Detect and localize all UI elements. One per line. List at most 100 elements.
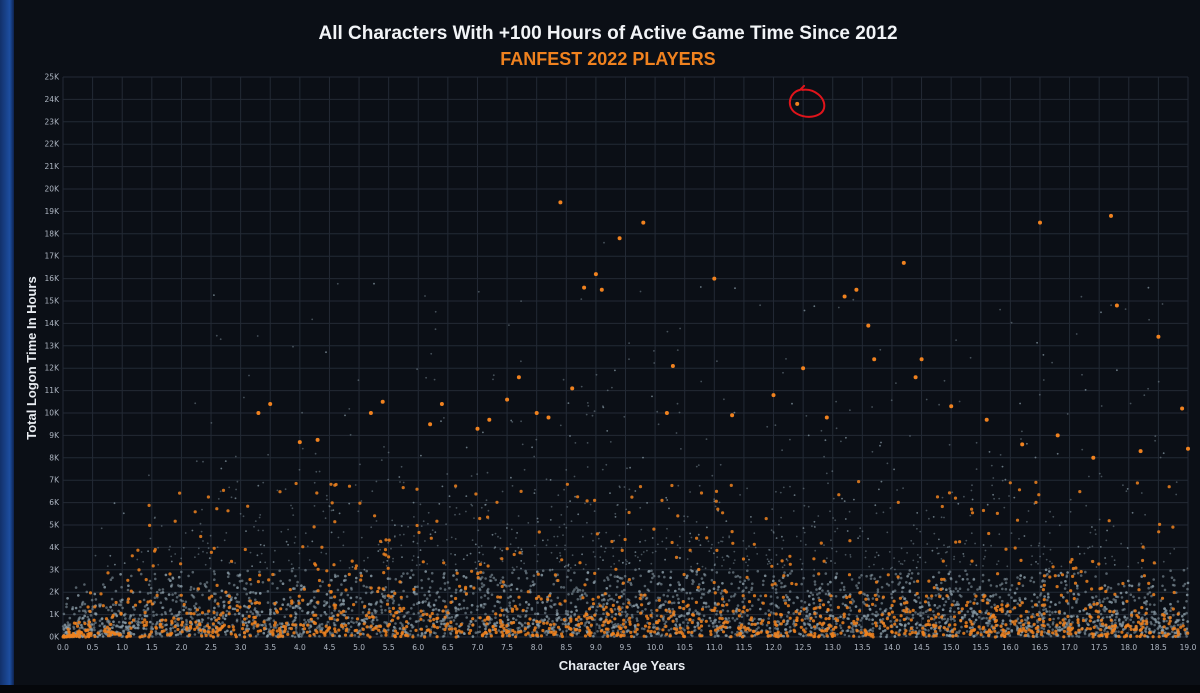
data-point-all	[1110, 304, 1112, 307]
data-point-all	[476, 631, 480, 634]
data-point-all	[691, 569, 694, 573]
data-point-all	[610, 565, 612, 568]
data-point-all	[551, 568, 554, 571]
data-point-all	[748, 558, 750, 561]
data-point-all	[112, 623, 115, 627]
data-point-all	[630, 613, 634, 617]
data-point-all	[1004, 587, 1008, 591]
data-point-all	[256, 335, 259, 337]
data-point-all	[1144, 513, 1146, 516]
data-point-all	[219, 490, 222, 493]
data-point-all	[807, 434, 810, 437]
data-point-all	[958, 400, 961, 403]
data-point-all	[468, 622, 472, 626]
data-point-all	[711, 474, 714, 477]
data-point-all	[509, 543, 512, 546]
data-point-all	[301, 633, 304, 636]
data-point-all	[719, 592, 723, 595]
data-point-all	[640, 528, 643, 531]
data-point-all	[217, 498, 220, 500]
data-point-all	[852, 298, 855, 301]
data-point-all	[465, 616, 469, 619]
data-point-all	[620, 590, 624, 593]
data-point-all	[953, 610, 956, 614]
data-point-all	[577, 513, 580, 516]
data-point-all	[847, 613, 851, 616]
data-point-all	[164, 597, 167, 600]
data-point-all	[630, 583, 633, 586]
data-point-all	[759, 594, 762, 598]
data-point-all	[289, 596, 292, 599]
data-point-all	[927, 615, 930, 619]
data-point-all	[485, 503, 487, 506]
data-point-all	[881, 617, 885, 621]
data-point-all	[655, 614, 659, 618]
data-point-all	[384, 586, 388, 589]
data-point-all	[199, 582, 202, 585]
data-point-all	[1148, 591, 1152, 594]
data-point-all	[536, 560, 539, 563]
data-point-all	[1129, 618, 1132, 622]
data-point-all	[420, 454, 422, 457]
data-point-all	[392, 625, 396, 629]
data-point-all	[1071, 606, 1074, 609]
data-point-all	[466, 554, 469, 557]
data-point-all	[955, 631, 959, 634]
data-point-all	[494, 532, 497, 535]
data-point-all	[824, 439, 827, 442]
data-point-all	[236, 586, 239, 589]
data-point-all	[1060, 565, 1063, 568]
data-point-all	[803, 531, 806, 534]
data-point-all	[597, 537, 600, 540]
data-point-all	[442, 576, 446, 579]
data-point-all	[291, 634, 294, 638]
data-point-all	[545, 544, 548, 547]
data-point-all	[525, 600, 528, 604]
data-point-all	[778, 579, 781, 582]
data-point-all	[643, 627, 646, 631]
data-point-all	[424, 540, 426, 542]
data-point-all	[883, 629, 887, 632]
data-point-all	[948, 609, 952, 613]
data-point-all	[635, 617, 639, 620]
data-point-all	[912, 542, 915, 545]
data-point-all	[597, 567, 600, 570]
data-point-all	[1077, 635, 1081, 638]
data-point-all	[964, 569, 967, 572]
data-point-all	[733, 619, 737, 622]
data-point-all	[868, 607, 872, 611]
data-point-all	[623, 486, 626, 488]
data-point-all	[1049, 600, 1053, 604]
data-point-all	[569, 579, 573, 582]
data-point-all	[91, 607, 94, 611]
data-point-all	[891, 566, 893, 569]
data-point-all	[1121, 601, 1125, 604]
data-point-all	[651, 537, 654, 539]
data-point-all	[595, 623, 599, 626]
data-point-all	[698, 539, 700, 542]
data-point-all	[174, 553, 177, 555]
data-point-all	[480, 561, 483, 564]
data-point-all	[1027, 624, 1031, 628]
data-point-all	[938, 552, 940, 555]
data-point-all	[279, 579, 283, 583]
data-point-all	[1094, 529, 1097, 531]
data-point-all	[1019, 402, 1021, 405]
data-point-all	[400, 524, 403, 527]
data-point-all	[268, 623, 272, 626]
data-point-all	[303, 618, 306, 622]
data-point-all	[726, 554, 729, 557]
data-point-all	[124, 621, 127, 625]
data-point-all	[713, 498, 716, 501]
data-point-all	[678, 411, 681, 414]
data-point-all	[734, 575, 737, 578]
data-point-all	[225, 532, 228, 534]
data-point-all	[766, 425, 769, 428]
data-point-all	[686, 558, 689, 560]
data-point-all	[450, 536, 453, 539]
data-point-all	[1049, 548, 1052, 551]
data-point-all	[578, 588, 582, 592]
data-point-all	[683, 520, 686, 522]
data-point-all	[745, 561, 747, 564]
data-point-all	[266, 567, 268, 570]
